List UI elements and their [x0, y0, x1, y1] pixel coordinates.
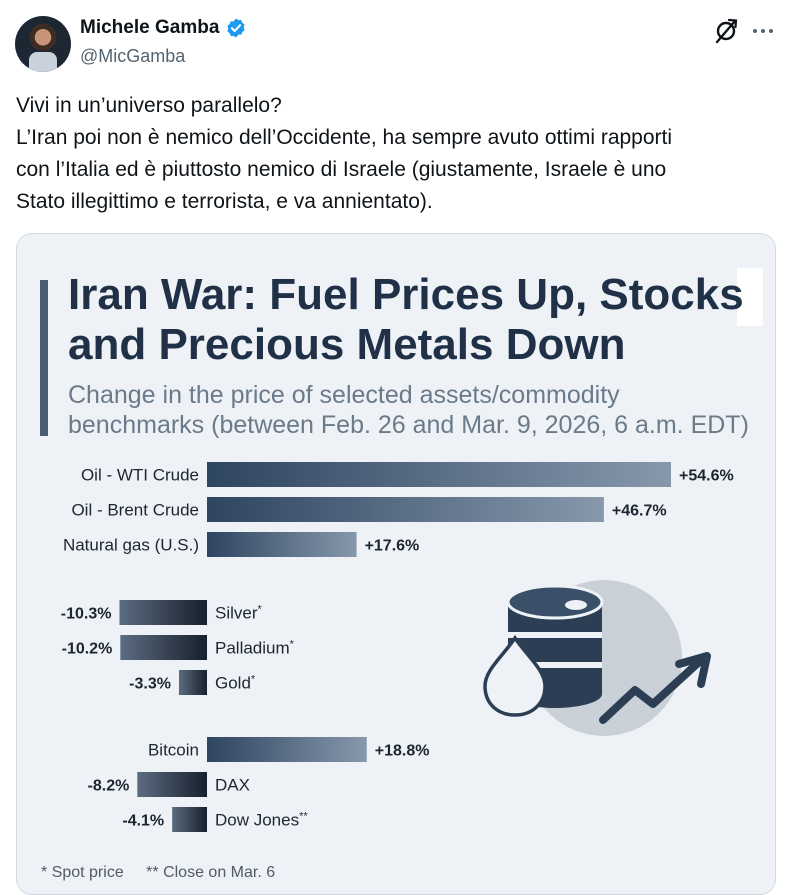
tweet-text-line: con l’Italia ed è piuttosto nemico di Is… [16, 158, 667, 181]
data-label: -10.3% [61, 606, 112, 623]
bar [207, 462, 671, 487]
footnote-mark: * [258, 604, 263, 616]
footnote-close: ** Close on Mar. 6 [146, 864, 276, 881]
bar [178, 670, 207, 695]
category-label: Gold* [215, 674, 256, 693]
category-label: Dow Jones** [215, 811, 308, 830]
bar [207, 497, 604, 522]
chart-title: Iran War: Fuel Prices Up, Stocks and Pre… [68, 270, 744, 369]
tweet-text-line: L’Iran poi non è nemico dell’Occidente, … [16, 126, 673, 149]
bar [207, 532, 357, 557]
data-label: -10.2% [62, 641, 113, 658]
chart-footnotes: * Spot price ** Close on Mar. 6 [41, 864, 293, 882]
category-label: Silver* [215, 604, 263, 623]
tweet-text: Vivi in un’universo parallelo? L’Iran po… [16, 90, 786, 218]
illustration-oil-barrel [483, 580, 711, 736]
data-label: -4.1% [122, 813, 164, 830]
tweet-media-image[interactable]: Iran War: Fuel Prices Up, Stocks and Pre… [16, 233, 776, 895]
bar [119, 600, 207, 625]
category-label: Natural gas (U.S.) [63, 536, 199, 555]
footnote-spot-price: * Spot price [41, 864, 124, 881]
bar [207, 737, 367, 762]
bar [172, 807, 207, 832]
category-label: Oil - Brent Crude [71, 501, 199, 520]
author-handle[interactable]: @MicGamba [80, 46, 186, 66]
category-label: Oil - WTI Crude [81, 466, 199, 485]
grok-icon[interactable] [713, 18, 739, 44]
verified-badge-icon [227, 18, 246, 38]
category-label: DAX [215, 776, 250, 795]
category-label: Bitcoin [148, 741, 199, 760]
tweet-text-line: Vivi in un’universo parallelo? [16, 94, 282, 117]
footnote-mark: * [290, 639, 295, 651]
footnote-mark: * [251, 674, 256, 686]
more-icon[interactable] [750, 18, 776, 44]
data-label: +46.7% [612, 503, 667, 520]
title-accent-bar [40, 280, 48, 436]
bar [137, 772, 207, 797]
category-label: Palladium* [215, 639, 295, 658]
avatar[interactable] [15, 16, 71, 72]
author-name[interactable]: Michele Gamba [80, 17, 220, 38]
chart-subtitle: Change in the price of selected assets/c… [68, 381, 749, 439]
data-label: +17.6% [365, 538, 420, 555]
bar [120, 635, 207, 660]
author-row: Michele Gamba [80, 17, 247, 39]
data-label: +18.8% [375, 743, 430, 760]
data-label: +54.6% [679, 468, 734, 485]
data-label: -3.3% [129, 676, 171, 693]
data-label: -8.2% [88, 778, 130, 795]
tweet-text-line: Stato illegittimo e terrorista, e va ann… [16, 190, 433, 213]
bar-chart: +54.6% Oil - WTI Crude +46.7% Oil - Brent C… [61, 462, 734, 832]
image-overlay-patch [737, 268, 763, 326]
footnote-mark: ** [299, 811, 308, 823]
